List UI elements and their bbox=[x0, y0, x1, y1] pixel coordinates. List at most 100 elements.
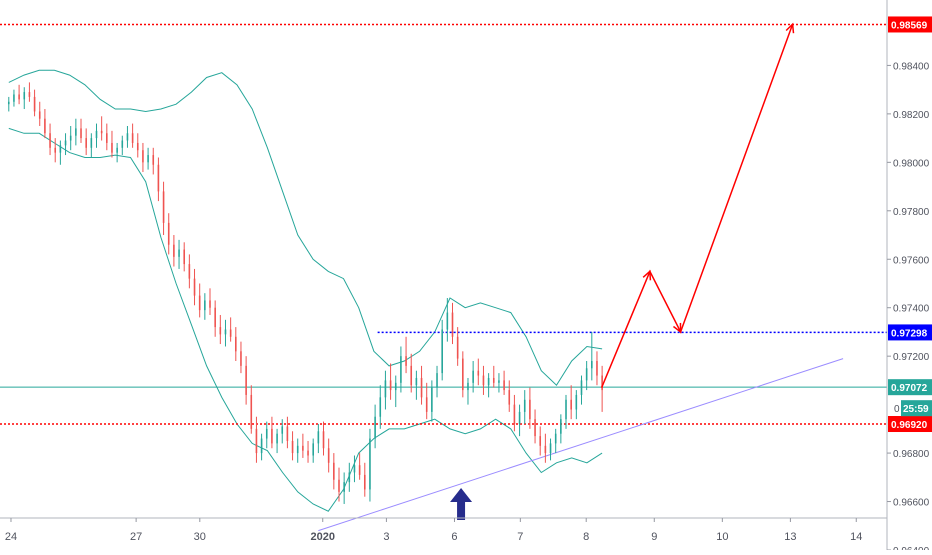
candle-body bbox=[312, 443, 314, 456]
candle-body bbox=[23, 92, 26, 100]
candle-body bbox=[224, 329, 227, 335]
candle-body bbox=[80, 128, 82, 139]
candle-body bbox=[513, 404, 516, 425]
candle-body bbox=[333, 462, 335, 480]
candle-body bbox=[462, 358, 464, 391]
candle-body bbox=[178, 249, 180, 257]
candle-body bbox=[487, 377, 490, 386]
candle-body bbox=[394, 382, 397, 391]
candle-body bbox=[7, 101, 10, 105]
candle-body bbox=[503, 380, 505, 391]
candle-body bbox=[498, 380, 500, 383]
candle-body bbox=[121, 140, 124, 148]
candle-body bbox=[451, 312, 454, 337]
candle-body bbox=[265, 428, 268, 439]
x-tick-label: 9 bbox=[651, 531, 657, 543]
candle-body bbox=[204, 300, 206, 311]
candle-body bbox=[549, 443, 552, 454]
candle-body bbox=[183, 249, 186, 265]
candle-body bbox=[322, 431, 325, 449]
time-axis[interactable]: 24 27 30 2020 3 6 7 8 9 10 13 14 bbox=[0, 517, 887, 543]
candle-body bbox=[446, 312, 449, 330]
candle-body bbox=[580, 380, 583, 395]
candle-body bbox=[260, 438, 263, 454]
signal-group bbox=[450, 488, 473, 520]
x-tick-label: 2020 bbox=[311, 531, 335, 543]
candle-body bbox=[54, 147, 57, 153]
x-tick-label: 30 bbox=[194, 531, 206, 543]
candle-body bbox=[13, 94, 15, 102]
candle-body bbox=[338, 479, 340, 492]
y-tick-label: 0.97600 bbox=[893, 255, 930, 266]
candle-body bbox=[219, 327, 222, 335]
candle-body bbox=[250, 394, 253, 429]
candle-body bbox=[348, 472, 351, 483]
candle-body bbox=[188, 264, 191, 279]
y-tick-label: 0.97800 bbox=[893, 207, 930, 218]
x-tick-label: 24 bbox=[5, 531, 17, 543]
resistance-top-label-bg bbox=[888, 16, 932, 33]
candle-body bbox=[229, 329, 232, 337]
candle-body bbox=[302, 445, 304, 451]
resistance-top-label: 0.98569 bbox=[891, 20, 928, 31]
candle-body bbox=[307, 450, 309, 456]
candle-body bbox=[142, 150, 144, 163]
candle-body bbox=[64, 140, 67, 146]
candle-body bbox=[281, 426, 284, 434]
countdown-bg bbox=[901, 400, 932, 417]
candle-body bbox=[291, 440, 294, 454]
candle-body bbox=[492, 377, 495, 383]
candle-body bbox=[575, 394, 578, 410]
current-price-label: 0.97072 bbox=[891, 383, 928, 394]
candle-body bbox=[384, 380, 387, 398]
candle-body bbox=[425, 397, 428, 412]
candle-body bbox=[482, 375, 485, 386]
candle-body bbox=[147, 155, 149, 163]
candle-body bbox=[286, 426, 289, 441]
projection-arrowhead bbox=[785, 22, 795, 34]
candle-body bbox=[431, 387, 433, 412]
price-labels: 0.98569 0.97298 0.97072 0.96920 0 25:59 bbox=[888, 16, 932, 433]
y-tick-label: 0.97400 bbox=[893, 304, 930, 315]
countdown-prefix: 0 bbox=[894, 404, 900, 415]
bollinger-bands bbox=[8, 69, 603, 512]
candle-body bbox=[544, 445, 547, 454]
candle-body bbox=[116, 147, 118, 153]
candle-body bbox=[400, 356, 402, 383]
candle-body bbox=[410, 365, 413, 386]
candle-body bbox=[389, 380, 392, 391]
candle-body bbox=[539, 436, 542, 446]
candle-body bbox=[44, 118, 46, 134]
candle-body bbox=[276, 433, 278, 444]
candle-body bbox=[209, 300, 211, 308]
y-tick-label: 0.96400 bbox=[893, 546, 930, 550]
bollinger-lower bbox=[8, 127, 603, 512]
y-tick-label: 0.97200 bbox=[893, 352, 930, 363]
candle-body bbox=[90, 138, 93, 148]
candle-body bbox=[585, 368, 588, 381]
candle-body bbox=[560, 419, 562, 434]
x-tick-label: 14 bbox=[850, 531, 862, 543]
candle-body bbox=[152, 155, 155, 165]
candle-body bbox=[379, 397, 382, 417]
y-tick-label: 0.98200 bbox=[893, 110, 930, 121]
trendline-group bbox=[318, 358, 844, 532]
y-tick-label: 0.96600 bbox=[893, 498, 930, 509]
candle-body bbox=[570, 399, 572, 410]
buy-signal-arrow bbox=[450, 488, 473, 520]
resistance-mid-label-bg bbox=[888, 324, 932, 341]
candle-body bbox=[28, 92, 31, 97]
bollinger-upper bbox=[8, 69, 603, 386]
candle-body bbox=[591, 361, 593, 369]
candle-body bbox=[477, 370, 480, 376]
horizontal-levels bbox=[0, 23, 887, 425]
candle-body bbox=[472, 370, 474, 383]
candle-body bbox=[317, 431, 320, 444]
candle-body bbox=[405, 356, 407, 366]
candle-body bbox=[353, 465, 356, 473]
candle-body bbox=[245, 365, 247, 395]
candle-body bbox=[363, 474, 366, 490]
